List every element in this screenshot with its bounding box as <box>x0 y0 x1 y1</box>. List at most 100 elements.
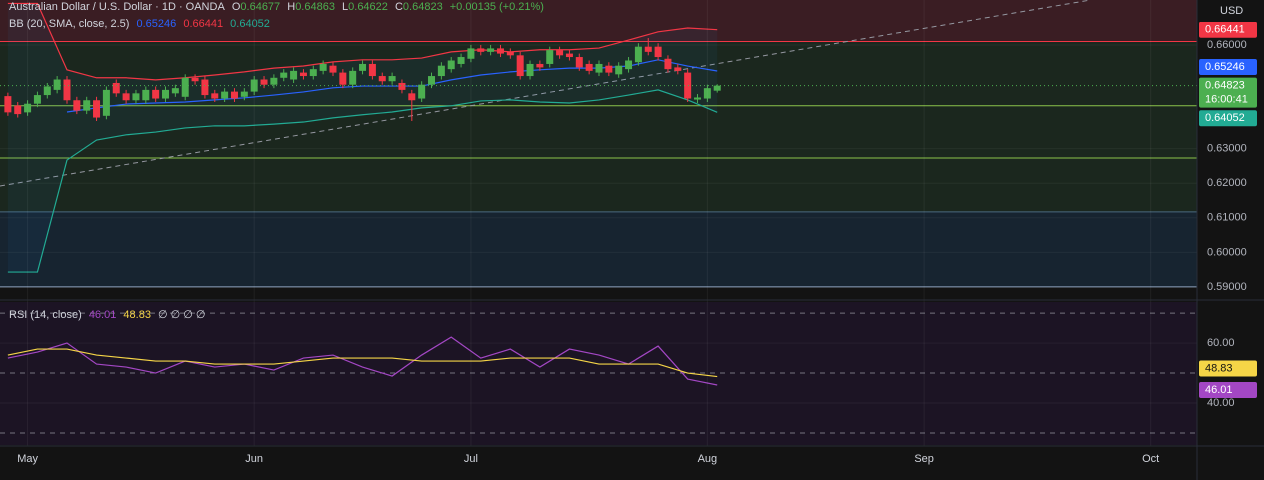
candle-body <box>536 63 544 68</box>
candle-body <box>83 100 91 111</box>
price-badge-label: 0.64052 <box>1205 112 1245 124</box>
symbol-title[interactable]: Australian Dollar / U.S. Dollar · 1D · O… <box>9 1 225 13</box>
price-badge <box>1199 21 1257 38</box>
candle-body <box>132 93 140 101</box>
x-tick-label: Jun <box>245 453 263 465</box>
bb-upper-value: 0.66441 <box>183 18 224 30</box>
candle-body <box>526 63 534 77</box>
candle-body <box>309 69 317 77</box>
close-value: 0.64823 <box>402 1 443 13</box>
bb-mid-value: 0.65246 <box>136 18 177 30</box>
ohlc-key: O <box>231 1 241 13</box>
bb-lower-value: 0.64052 <box>230 18 270 30</box>
candle-body <box>437 65 445 77</box>
candle-body <box>4 96 12 113</box>
candle-body <box>575 57 583 68</box>
candle-body <box>457 57 465 64</box>
candle-body <box>152 89 160 99</box>
candle-body <box>171 88 179 94</box>
candle-body <box>63 79 71 101</box>
candle-body <box>14 105 22 115</box>
candle-body <box>260 79 268 85</box>
candle-body <box>250 79 258 92</box>
candle-body <box>447 60 455 70</box>
candle-body <box>201 79 209 96</box>
candle-body <box>319 63 327 71</box>
y-tick-label: 0.63000 <box>1207 143 1247 155</box>
candle-body <box>24 103 32 113</box>
change: +0.00135 (+0.21%) <box>449 1 544 13</box>
price-badge-label: 0.64823 <box>1205 80 1245 92</box>
rsi-value: 46.01 <box>88 309 117 321</box>
x-tick-label: Aug <box>698 453 718 465</box>
candle-body <box>674 67 682 71</box>
y-tick-label: 0.59000 <box>1207 281 1247 293</box>
trend-line <box>0 0 1091 187</box>
candle-body <box>240 91 248 97</box>
candle-body <box>684 72 692 99</box>
candle-body <box>221 91 229 99</box>
price-badge-label: 48.83 <box>1205 362 1233 374</box>
candle-body <box>703 88 711 99</box>
candle-body <box>329 65 337 73</box>
price-badge-label: 46.01 <box>1205 384 1233 396</box>
y-tick-label: 40.00 <box>1207 397 1235 409</box>
candle-body <box>418 84 426 99</box>
price-badge-label: 0.66441 <box>1205 24 1245 36</box>
rsi-ma-value: 48.83 <box>123 309 151 321</box>
candle-body <box>487 48 495 52</box>
bb-legend: BB (20, SMA, close, 2.5) 0.65246 0.66441… <box>9 18 274 30</box>
rsi-extra: ∅ ∅ ∅ ∅ <box>158 309 206 321</box>
ohlc-key: L <box>342 1 349 13</box>
x-tick-label: Sep <box>914 453 934 465</box>
rsi-title[interactable]: RSI (14, close) <box>9 309 82 321</box>
symbol-legend: Australian Dollar / U.S. Dollar · 1D · O… <box>9 1 548 13</box>
bb-line <box>7 2 718 81</box>
candle-body <box>112 82 120 94</box>
candle-body <box>496 48 504 54</box>
price-pane <box>0 0 1197 288</box>
ohlc-key: C <box>394 1 403 13</box>
candle-body <box>93 100 101 118</box>
candle-body <box>408 93 416 101</box>
candle-body <box>595 63 603 73</box>
candle-body <box>162 89 170 99</box>
candle-body <box>378 76 386 82</box>
candle-body <box>191 77 199 82</box>
candle-body <box>516 55 524 77</box>
candle-body <box>102 89 110 116</box>
candle-body <box>388 76 396 82</box>
candle-body <box>605 65 613 73</box>
price-badge <box>1199 360 1257 377</box>
bb-title[interactable]: BB (20, SMA, close, 2.5) <box>9 18 130 30</box>
candle-body <box>290 70 298 80</box>
x-tick-label: Jul <box>464 453 478 465</box>
candle-body <box>585 63 593 71</box>
candle-body <box>280 72 288 78</box>
y-tick-label: 0.61000 <box>1207 212 1247 224</box>
y-tick-label: 0.60000 <box>1207 246 1247 258</box>
candle-body <box>654 46 662 58</box>
candle-body <box>398 82 406 90</box>
candle-body <box>625 60 633 70</box>
candle-body <box>211 93 219 99</box>
low-value: 0.64622 <box>348 1 388 13</box>
axes: May Jun Jul Aug Sep Oct 0.66000 0.63000 0.62000 0… <box>17 0 1257 465</box>
price-badge <box>1199 110 1257 127</box>
candle-body <box>122 93 130 101</box>
candle-body <box>644 46 652 52</box>
bb-line <box>7 89 718 273</box>
candle-body <box>634 46 642 63</box>
zone <box>0 0 1197 42</box>
zone <box>0 211 1197 287</box>
candle-body <box>615 65 623 75</box>
candle-body <box>339 72 347 85</box>
price-badge-label: 0.65246 <box>1205 61 1245 73</box>
candle-body <box>349 70 357 85</box>
candle-body <box>506 51 514 56</box>
candle-body <box>467 48 475 59</box>
ohlc-key: H <box>287 1 296 13</box>
currency[interactable]: USD <box>1220 5 1243 17</box>
rsi-line <box>7 348 718 378</box>
candle-body <box>664 58 672 70</box>
